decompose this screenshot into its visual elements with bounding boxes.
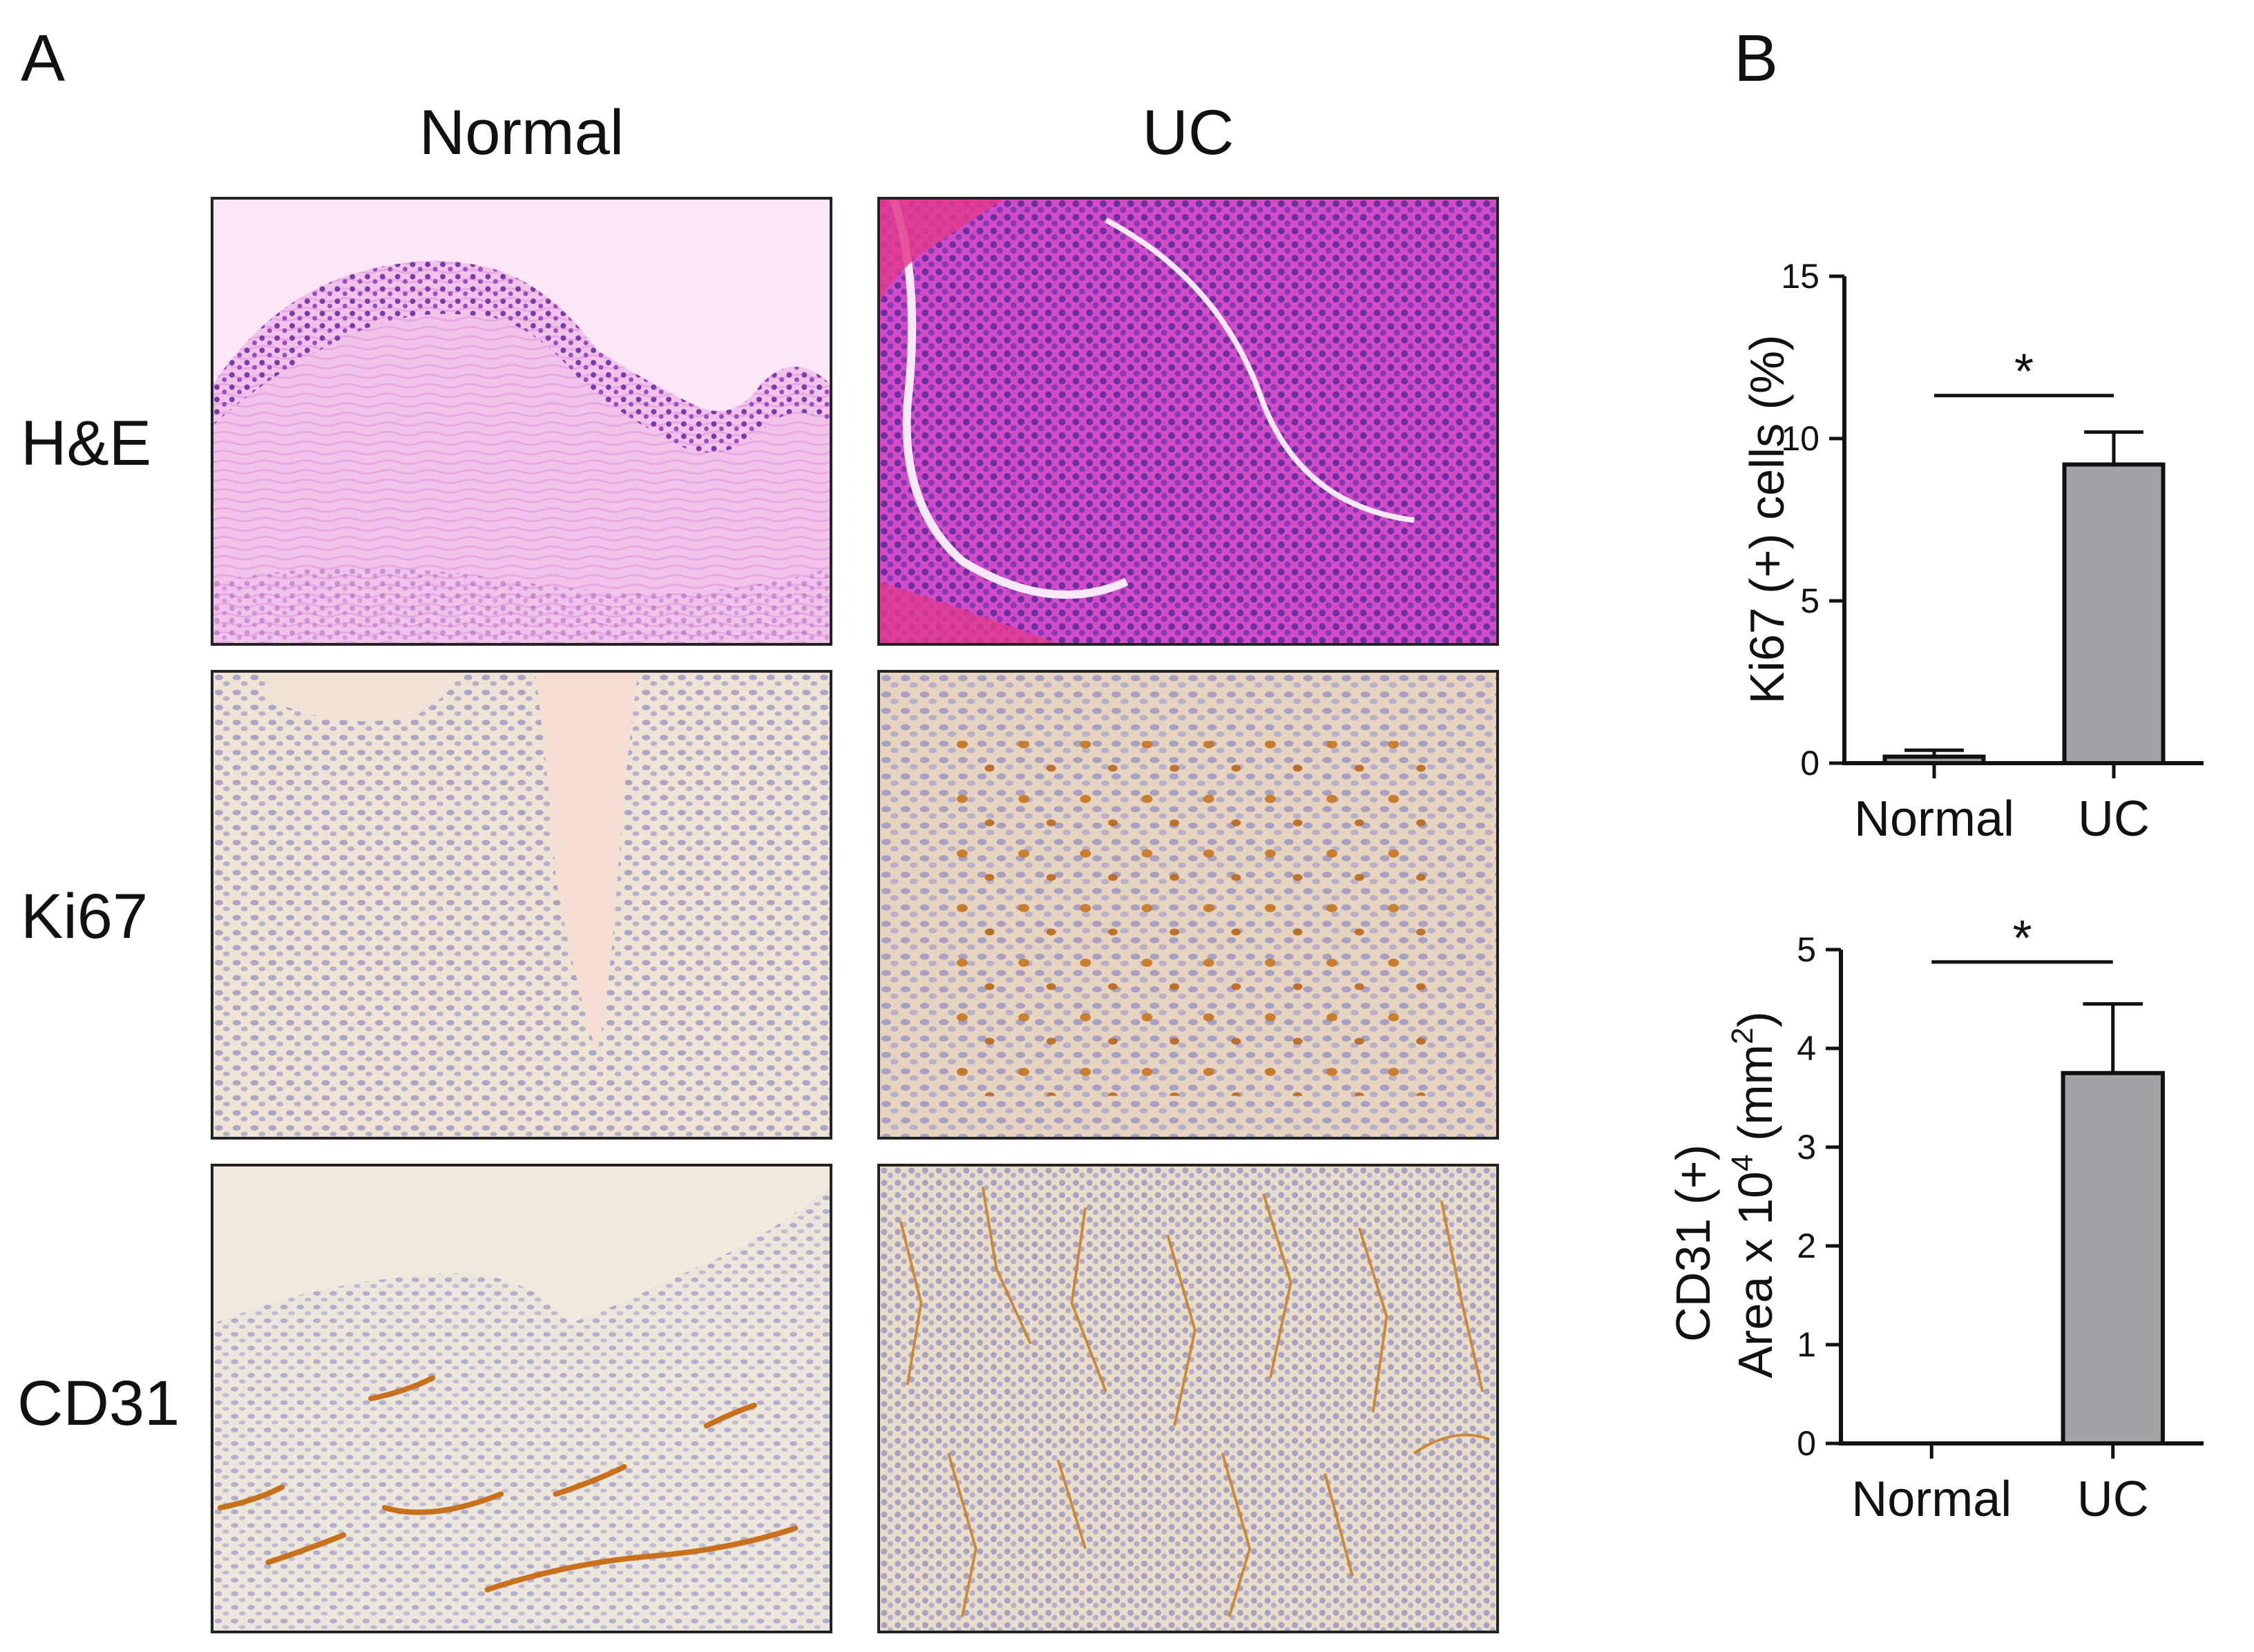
row-label-ki67: Ki67 (21, 881, 149, 952)
micrograph-he-normal (211, 197, 832, 646)
ki67-y-tick-label: 10 (1781, 419, 1820, 458)
micrograph-ki67-uc (877, 670, 1499, 1140)
ki67-y-tick-label: 5 (1800, 582, 1820, 620)
cd31-y-axis-label-part: ) (1728, 1011, 1782, 1027)
row-label-cd31: CD31 (17, 1368, 180, 1439)
ki67-bars (1882, 430, 2166, 765)
ki67-bar (2062, 462, 2166, 765)
ki67-bar-chart: Ki67 (+) cells (%) 0 5 10 15 Normal UC * (1740, 257, 2204, 847)
cd31-x-tick-label: Normal (1851, 1472, 2012, 1527)
ki67-y-axis-label: Ki67 (+) cells (%) (1740, 335, 1794, 704)
cd31-y-tick-label: 4 (1797, 1029, 1816, 1068)
cd31-bar (2061, 1070, 2165, 1446)
cd31-y-axis-label-line1: CD31 (+) (1666, 1144, 1720, 1342)
cd31-y-axis-label-line2: Area x 104 (mm2) (1726, 1011, 1782, 1378)
micrograph-cd31-uc (877, 1164, 1499, 1633)
column-header-uc: UC (1142, 97, 1234, 168)
cd31-significance-star: * (2012, 911, 2032, 966)
cd31-y-tick-label: 0 (1797, 1424, 1816, 1463)
panel-b-letter: B (1734, 21, 1779, 95)
ki67-y-tick-label: 15 (1781, 257, 1820, 296)
cd31-y-axis-label-part: (mm (1728, 1044, 1782, 1154)
cd31-y-axis-label-part: Area x 10 (1728, 1171, 1782, 1379)
micrograph-cd31-normal (211, 1164, 832, 1633)
ki67-x-tick-label: UC (2078, 791, 2150, 847)
ki67-tick-labels: 0 5 10 15 Normal UC * (1781, 257, 2150, 847)
ki67-y-tick-label: 0 (1800, 744, 1820, 782)
column-header-normal: Normal (419, 97, 624, 168)
cd31-y-tick-label: 5 (1797, 930, 1816, 969)
cd31-y-axis-label-group: CD31 (+) Area x 104 (mm2) (1666, 1011, 1782, 1378)
ki67-y-axis-label-group: Ki67 (+) cells (%) (1740, 335, 1794, 704)
cd31-bars (2061, 1002, 2165, 1446)
ki67-bar (1882, 754, 1986, 765)
panel-a-letter: A (21, 21, 66, 95)
ki67-significance-star: * (2014, 345, 2034, 400)
cd31-y-tick-label: 2 (1797, 1227, 1816, 1265)
row-label-he: H&E (21, 408, 152, 479)
cd31-y-tick-label: 3 (1797, 1128, 1816, 1166)
cd31-y-axis-label-superscript: 4 (1726, 1155, 1759, 1171)
cd31-y-tick-label: 1 (1797, 1325, 1816, 1364)
micrograph-ki67-normal (211, 670, 832, 1140)
cd31-x-tick-label: UC (2077, 1472, 2149, 1527)
cd31-y-axis-label-superscript: 2 (1726, 1028, 1759, 1044)
cd31-tick-labels: 0 1 2 3 4 5 Normal UC * (1797, 911, 2149, 1527)
micrograph-he-uc (877, 197, 1499, 646)
ki67-x-tick-label: Normal (1854, 791, 2014, 847)
